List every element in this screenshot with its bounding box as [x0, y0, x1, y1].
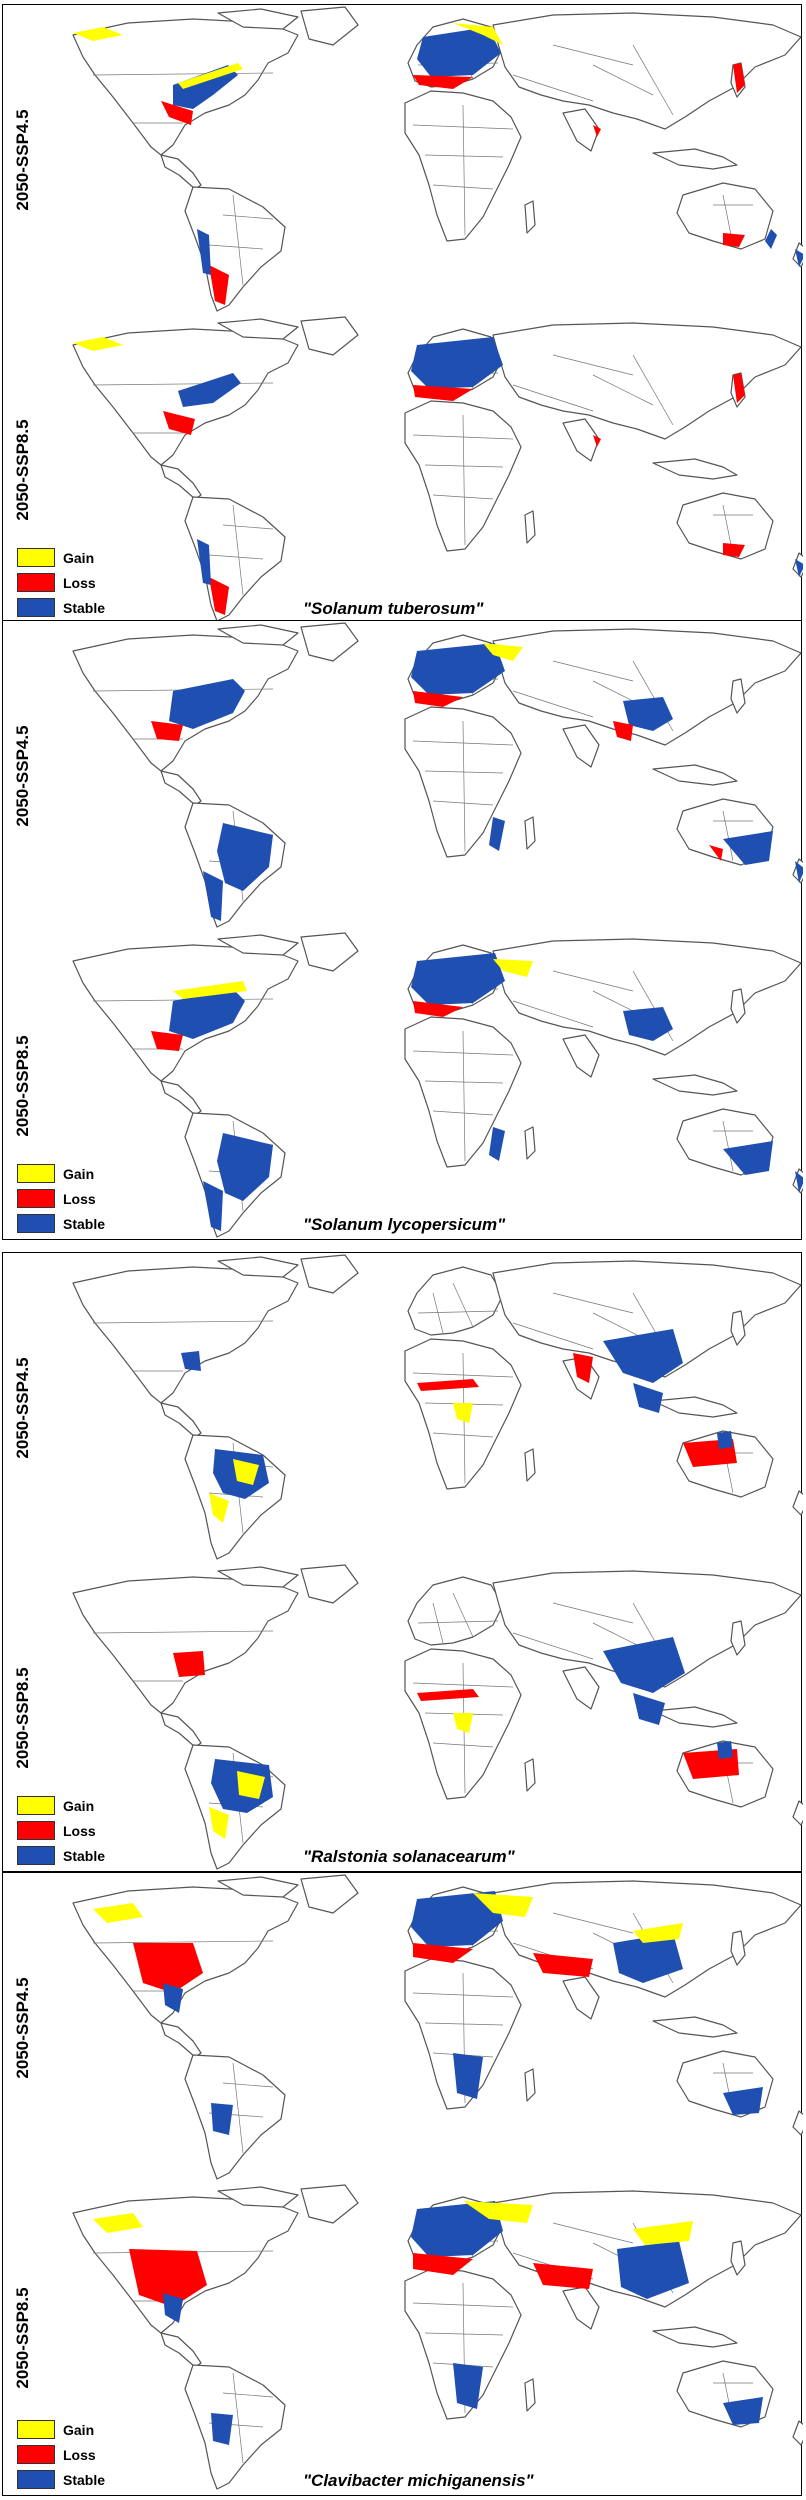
species-title: "Ralstonia solanacearum" [303, 1847, 515, 1866]
legend: Gain Loss Stable [17, 1161, 105, 1236]
scenario-label: 2050-SSP4.5 [13, 109, 32, 211]
legend-item-gain: Gain [17, 1161, 105, 1186]
map-ssp85 [72, 932, 803, 1238]
legend-item-stable: Stable [17, 1211, 105, 1236]
map-ssp45 [72, 622, 803, 928]
legend-item-loss: Loss [17, 1818, 105, 1843]
panel-clavibacter-michiganensis: 2050-SSP4.5 2050-SSP8.5 Gain Loss Stable… [2, 1872, 803, 2496]
map-ssp45 [72, 6, 803, 312]
panel-solanum-lycopersicum: 2050-SSP4.5 2050-SSP8.5 Gain Loss Stable… [2, 620, 803, 1240]
panel-solanum-tuberosum: 2050-SSP4.5 2050-SSP8.5 Gain Loss Stable… [2, 4, 803, 624]
legend-item-loss: Loss [17, 570, 105, 595]
scenario-label: 2050-SSP4.5 [13, 725, 32, 827]
panel-ralstonia-solanacearum: 2050-SSP4.5 2050-SSP8.5 Gain Loss Stable… [2, 1252, 803, 1872]
legend-item-loss: Loss [17, 2442, 105, 2467]
legend-item-gain: Gain [17, 545, 105, 570]
map-ssp85 [72, 316, 803, 622]
map-ssp85 [72, 1564, 803, 1870]
scenario-label: 2050-SSP4.5 [13, 1357, 32, 1459]
legend: Gain Loss Stable [17, 1793, 105, 1868]
legend: Gain Loss Stable [17, 2417, 105, 2492]
scenario-label: 2050-SSP4.5 [13, 1977, 32, 2079]
legend-item-stable: Stable [17, 595, 105, 620]
legend-item-loss: Loss [17, 1186, 105, 1211]
map-ssp45 [72, 1874, 803, 2180]
legend: Gain Loss Stable [17, 545, 105, 620]
species-title: "Solanum lycopersicum" [303, 1215, 506, 1234]
species-title: "Solanum tuberosum" [303, 599, 484, 618]
legend-item-stable: Stable [17, 1843, 105, 1868]
legend-item-gain: Gain [17, 1793, 105, 1818]
map-ssp85 [72, 2184, 803, 2490]
species-title: "Clavibacter michiganensis" [303, 2471, 534, 2490]
map-ssp45 [72, 1254, 803, 1560]
legend-item-gain: Gain [17, 2417, 105, 2442]
legend-item-stable: Stable [17, 2467, 105, 2492]
